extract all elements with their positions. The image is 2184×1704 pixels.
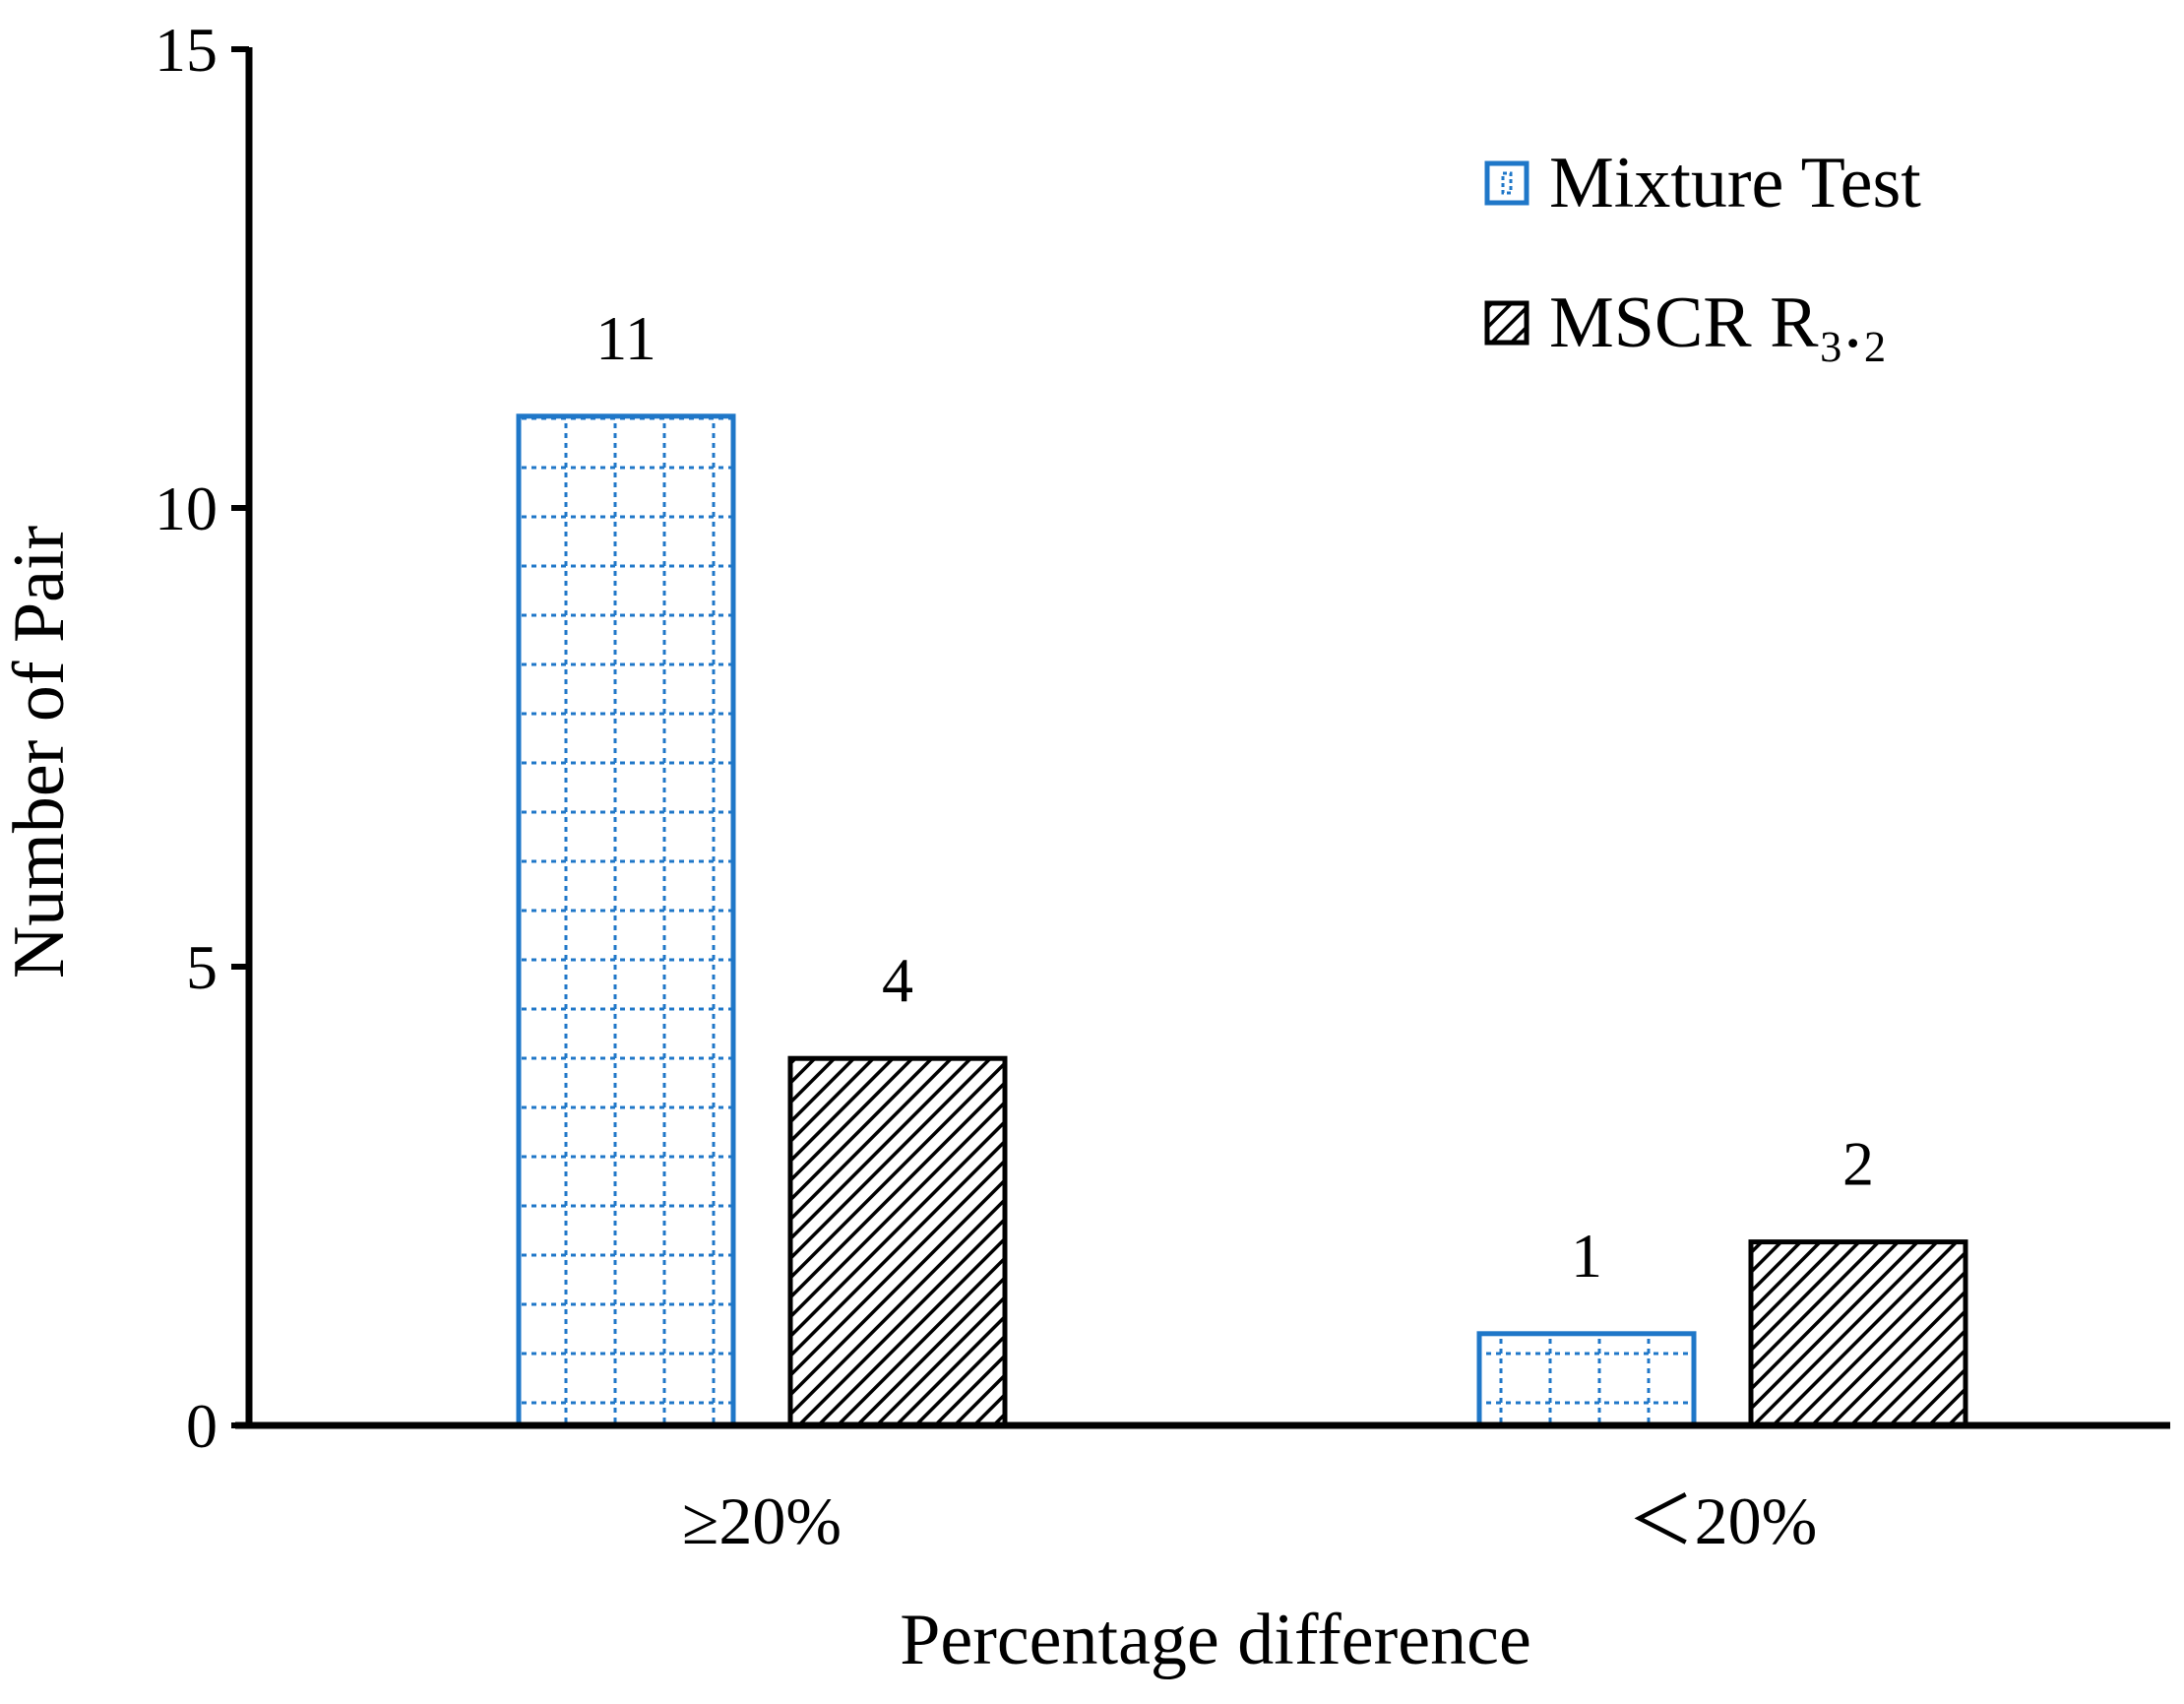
legend-label-mscr-r: MSCR R₃.₂ [1549,283,1888,363]
bar-mixture-test-2 [1476,1331,1697,1428]
data-label-mixture-test-2: 1 [1571,1221,1602,1291]
x-axis-title: Percentage difference [900,1600,1531,1680]
x-tick-label-1: ≥20% [682,1483,842,1558]
y-tick-label: 10 [155,473,218,543]
legend-swatch-mixture-test [1484,160,1529,206]
legend-label-mixture-test: Mixture Test [1549,143,1921,223]
y-tick-label: 15 [155,15,218,85]
legend-swatch-dots [1501,171,1513,195]
bars-layer [516,413,1968,1428]
x-tick-label-2: ＜20% [1628,1483,1818,1558]
y-tick-label: 5 [186,932,218,1002]
y-tick-label: 0 [186,1391,218,1461]
data-label-mixture-test-1: 11 [595,303,656,373]
bar-mixture-test-1 [516,413,736,1428]
data-label-mscr-r-2: 2 [1842,1129,1874,1199]
bar-mscr-r-2 [1748,1239,1968,1428]
y-ticks-layer: 0 5 10 15 [155,15,249,1461]
x-ticks-layer: ≥20% ＜20% [682,1483,1817,1558]
legend-swatch-mscr-r [1484,300,1529,346]
y-axis-title: Number of Pair [0,526,80,978]
bar-mscr-r-1 [787,1055,1008,1428]
data-label-mscr-r-1: 4 [882,945,913,1015]
legend: Mixture Test MSCR R₃.₂ [1484,143,1921,363]
